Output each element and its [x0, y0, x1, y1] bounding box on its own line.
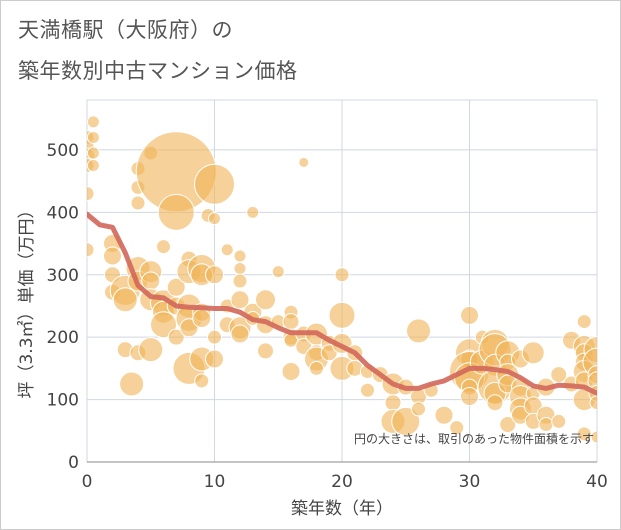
- y-tick-label: 100: [47, 391, 79, 411]
- data-bubble: [281, 362, 301, 381]
- data-bubble: [411, 401, 426, 417]
- y-tick-label: 0: [68, 453, 79, 473]
- trend-layer: [87, 211, 597, 396]
- data-bubble: [538, 417, 554, 433]
- data-bubble: [434, 405, 454, 425]
- data-bubble: [119, 371, 145, 397]
- data-bubble: [499, 416, 517, 434]
- data-bubble: [87, 186, 95, 202]
- data-bubble: [141, 271, 161, 291]
- chart-title-line2: 築年数別中古マンション価格: [18, 59, 298, 83]
- data-bubble: [87, 115, 100, 129]
- data-bubble: [194, 373, 210, 389]
- x-tick-label: 0: [82, 472, 93, 492]
- data-bubble: [271, 265, 285, 279]
- data-bubble: [233, 262, 247, 276]
- data-bubble: [150, 311, 177, 339]
- chart-annotation: 円の大きさは、取引のあった物件面積を示す: [354, 431, 594, 446]
- data-bubble: [179, 318, 199, 338]
- data-bubble: [232, 273, 248, 289]
- data-bubble: [551, 413, 567, 429]
- data-bubble: [87, 159, 100, 173]
- data-bubble: [309, 360, 324, 376]
- data-bubble: [589, 395, 597, 411]
- data-bubble: [208, 212, 221, 226]
- data-bubble: [449, 420, 465, 436]
- chart-title-line1: 天満橋駅（大阪府）の: [18, 18, 233, 42]
- data-bubble: [87, 130, 100, 144]
- data-bubble: [521, 341, 545, 365]
- data-bubble: [384, 394, 402, 412]
- x-tick-label: 30: [459, 472, 481, 492]
- data-bubble: [550, 366, 568, 384]
- data-bubble: [157, 193, 195, 231]
- data-bubble: [103, 246, 122, 266]
- data-bubble: [257, 342, 274, 360]
- y-tick-label: 400: [47, 203, 79, 223]
- y-tick-label: 300: [47, 266, 79, 286]
- data-bubble: [156, 239, 171, 255]
- data-bubble: [406, 318, 431, 344]
- data-bubble: [298, 156, 310, 168]
- data-bubble: [230, 324, 250, 344]
- y-axis-label: 坪（3.3㎡）単価（万円）: [17, 201, 37, 398]
- data-bubble: [255, 289, 276, 311]
- x-tick-label: 20: [331, 472, 353, 492]
- data-bubble: [391, 406, 421, 436]
- data-bubble: [130, 195, 146, 211]
- data-bubble: [230, 290, 250, 310]
- data-bubble: [194, 163, 235, 205]
- data-bubble: [460, 386, 479, 406]
- trend-line: [87, 211, 597, 396]
- data-bubble: [192, 308, 212, 328]
- x-tick-label: 10: [204, 472, 226, 492]
- data-bubble: [207, 329, 222, 345]
- y-tick-label: 200: [47, 328, 79, 348]
- data-bubble: [486, 394, 504, 412]
- data-bubble: [360, 382, 375, 398]
- data-bubble: [282, 313, 300, 331]
- tick-layer: 0 100 200 300 400 500 0 10 20 30 40: [47, 141, 608, 492]
- data-bubble: [87, 242, 95, 258]
- data-bubble: [334, 267, 350, 283]
- data-bubble: [138, 337, 164, 363]
- data-bubble: [246, 205, 260, 219]
- data-bubble: [233, 249, 247, 263]
- y-tick-label: 500: [47, 141, 79, 161]
- data-bubble: [87, 146, 100, 160]
- x-tick-label: 40: [586, 472, 608, 492]
- data-bubble: [590, 430, 597, 444]
- data-bubble: [460, 305, 479, 325]
- x-axis-label: 築年数（年）: [291, 499, 393, 519]
- data-bubble: [328, 301, 356, 329]
- bubble-layer: [87, 115, 597, 444]
- data-bubble: [220, 243, 234, 257]
- data-bubble: [166, 277, 186, 297]
- data-bubble: [205, 265, 224, 285]
- data-bubble: [167, 328, 185, 346]
- data-bubble: [346, 359, 364, 377]
- data-bubble: [576, 314, 592, 330]
- data-bubble: [112, 287, 138, 313]
- data-bubble: [205, 349, 224, 369]
- data-bubble: [576, 426, 592, 442]
